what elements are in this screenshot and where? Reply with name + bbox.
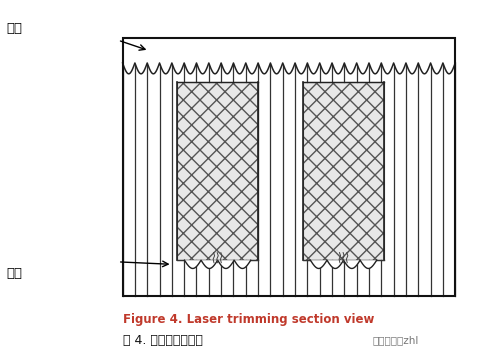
- Text: 中原一点焦zhl: 中原一点焦zhl: [372, 335, 418, 345]
- Polygon shape: [122, 21, 455, 74]
- Text: 图 4. 激光修切断面图: 图 4. 激光修切断面图: [122, 334, 203, 347]
- Text: 盲孔: 盲孔: [6, 267, 22, 280]
- Bar: [122, 38, 455, 296]
- Bar: [122, 38, 455, 296]
- Text: 通孔: 通孔: [6, 22, 22, 35]
- Bar: [303, 82, 384, 260]
- Bar: [122, 38, 455, 63]
- Text: Figure 4. Laser trimming section view: Figure 4. Laser trimming section view: [122, 313, 374, 326]
- Polygon shape: [310, 260, 377, 268]
- Polygon shape: [185, 260, 251, 268]
- Bar: [177, 82, 258, 260]
